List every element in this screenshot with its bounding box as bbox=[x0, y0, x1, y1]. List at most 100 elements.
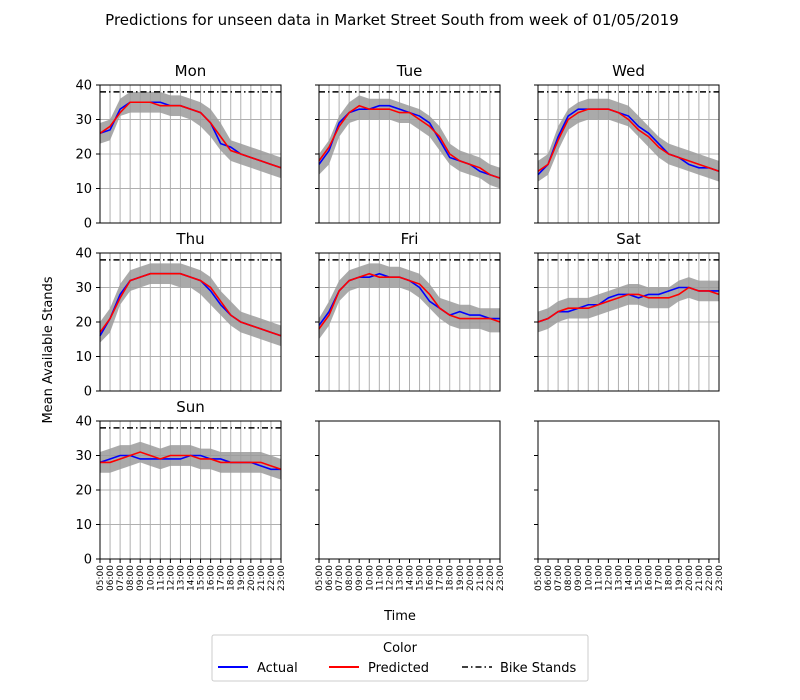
x-tick-label: 23:00 bbox=[277, 565, 287, 591]
x-tick-label: 07:00 bbox=[554, 565, 564, 591]
x-tick-label: 17:00 bbox=[655, 565, 665, 591]
x-tick-label: 15:00 bbox=[635, 565, 645, 591]
x-tick-label: 12:00 bbox=[166, 565, 176, 591]
x-tick-label: 21:00 bbox=[695, 565, 705, 591]
confidence-band bbox=[538, 277, 719, 333]
x-tick-label: 14:00 bbox=[406, 565, 416, 591]
x-tick-label: 10:00 bbox=[365, 565, 375, 591]
x-tick-label: 19:00 bbox=[675, 565, 685, 591]
y-tick-label: 40 bbox=[75, 415, 92, 430]
y-tick-label: 0 bbox=[84, 217, 92, 232]
y-tick-label: 40 bbox=[75, 79, 92, 94]
x-tick-label: 16:00 bbox=[207, 565, 217, 591]
panel-mon: Mon 0 10 20 30 40 bbox=[75, 62, 282, 232]
panel-empty: 05:00 06:00 07:00 08:00 09:00 10:00 11:00 12:00… bbox=[315, 420, 506, 591]
legend-box bbox=[211, 634, 589, 682]
x-tick-label: 21:00 bbox=[476, 565, 486, 591]
subplot-title: Fri bbox=[401, 230, 419, 248]
subplot-title: Thu bbox=[175, 230, 204, 248]
y-tick-label: 30 bbox=[75, 449, 92, 464]
x-tick-label: 12:00 bbox=[604, 565, 614, 591]
panel-wed: Wed bbox=[534, 62, 720, 224]
confidence-band bbox=[100, 263, 281, 347]
x-tick-label: 09:00 bbox=[574, 565, 584, 591]
panel-empty: 05:00 06:00 07:00 08:00 09:00 10:00 11:00 12:00… bbox=[534, 420, 725, 591]
legend: Color Actual Predicted Bike Stands bbox=[211, 634, 589, 682]
confidence-band bbox=[319, 95, 500, 189]
x-tick-label: 22:00 bbox=[486, 565, 496, 591]
series-predicted bbox=[318, 272, 501, 330]
x-tick-label: 07:00 bbox=[335, 565, 345, 591]
x-tick-label: 06:00 bbox=[325, 565, 335, 591]
x-tick-label: 16:00 bbox=[426, 565, 436, 591]
confidence-band bbox=[538, 98, 719, 182]
y-tick-label: 40 bbox=[75, 247, 92, 262]
x-tick-label: 18:00 bbox=[227, 565, 237, 591]
x-tick-label: 19:00 bbox=[237, 565, 247, 591]
series-predicted bbox=[537, 286, 720, 323]
panel-sat: Sat bbox=[534, 230, 720, 392]
y-tick-label: 10 bbox=[75, 350, 92, 365]
x-tick-label: 14:00 bbox=[625, 565, 635, 591]
panels: Mon 0 10 20 30 40 Tue Wed Thu 0 10 20 30 40 Fri Sat Sun 0… bbox=[75, 62, 725, 591]
y-tick-label: 20 bbox=[75, 316, 92, 331]
x-tick-label: 11:00 bbox=[156, 565, 166, 591]
x-axis-label: Time bbox=[383, 609, 416, 624]
x-tick-label: 14:00 bbox=[187, 565, 197, 591]
x-tick-label: 19:00 bbox=[456, 565, 466, 591]
panel-fri: Fri bbox=[315, 230, 501, 392]
subplot-title: Tue bbox=[396, 62, 423, 80]
x-tick-label: 22:00 bbox=[267, 565, 277, 591]
x-tick-label: 23:00 bbox=[496, 565, 506, 591]
legend-predicted-label: Predicted bbox=[368, 661, 429, 676]
y-tick-label: 10 bbox=[75, 182, 92, 197]
x-tick-label: 21:00 bbox=[257, 565, 267, 591]
panel-sun: Sun 0 10 20 30 40 05:00 06:00 07:00 08:00 09:00 10:… bbox=[75, 398, 287, 591]
x-tick-label: 05:00 bbox=[534, 565, 544, 591]
x-tick-label: 05:00 bbox=[315, 565, 325, 591]
y-tick-label: 20 bbox=[75, 484, 92, 499]
series-predicted bbox=[99, 101, 282, 169]
x-tick-label: 16:00 bbox=[645, 565, 655, 591]
series-predicted bbox=[99, 272, 282, 337]
x-tick-label: 20:00 bbox=[247, 565, 257, 591]
subplot-title: Mon bbox=[175, 62, 207, 80]
series-predicted bbox=[318, 104, 501, 179]
x-tick-label: 06:00 bbox=[106, 565, 116, 591]
x-tick-label: 09:00 bbox=[355, 565, 365, 591]
subplot-title: Wed bbox=[612, 62, 645, 80]
axes-frame bbox=[537, 420, 720, 560]
x-tick-label: 15:00 bbox=[416, 565, 426, 591]
panel-thu: Thu 0 10 20 30 40 bbox=[75, 230, 282, 400]
x-tick-label: 08:00 bbox=[564, 565, 574, 591]
x-tick-label: 10:00 bbox=[146, 565, 156, 591]
confidence-band bbox=[100, 441, 281, 480]
confidence-band bbox=[319, 263, 500, 340]
x-tick-label: 17:00 bbox=[436, 565, 446, 591]
x-tick-label: 13:00 bbox=[176, 565, 186, 591]
x-tick-label: 08:00 bbox=[126, 565, 136, 591]
x-tick-label: 20:00 bbox=[466, 565, 476, 591]
legend-actual-label: Actual bbox=[257, 661, 298, 676]
x-tick-label: 06:00 bbox=[544, 565, 554, 591]
series-actual bbox=[537, 108, 720, 176]
legend-bike-stands-label: Bike Stands bbox=[500, 661, 577, 676]
x-tick-label: 22:00 bbox=[705, 565, 715, 591]
y-tick-label: 10 bbox=[75, 518, 92, 533]
x-tick-label: 18:00 bbox=[446, 565, 456, 591]
x-tick-label: 23:00 bbox=[715, 565, 725, 591]
y-tick-label: 0 bbox=[84, 385, 92, 400]
x-tick-label: 12:00 bbox=[385, 565, 395, 591]
x-tick-label: 09:00 bbox=[136, 565, 146, 591]
x-tick-label: 13:00 bbox=[614, 565, 624, 591]
y-tick-label: 30 bbox=[75, 113, 92, 128]
series-predicted bbox=[100, 451, 282, 471]
series-predicted bbox=[537, 108, 720, 173]
panel-tue: Tue bbox=[315, 62, 501, 224]
y-axis-label: Mean Available Stands bbox=[41, 276, 56, 423]
subplot-title: Sat bbox=[616, 230, 641, 248]
x-tick-label: 10:00 bbox=[584, 565, 594, 591]
subplot-title: Sun bbox=[176, 398, 205, 416]
confidence-band bbox=[100, 91, 281, 179]
